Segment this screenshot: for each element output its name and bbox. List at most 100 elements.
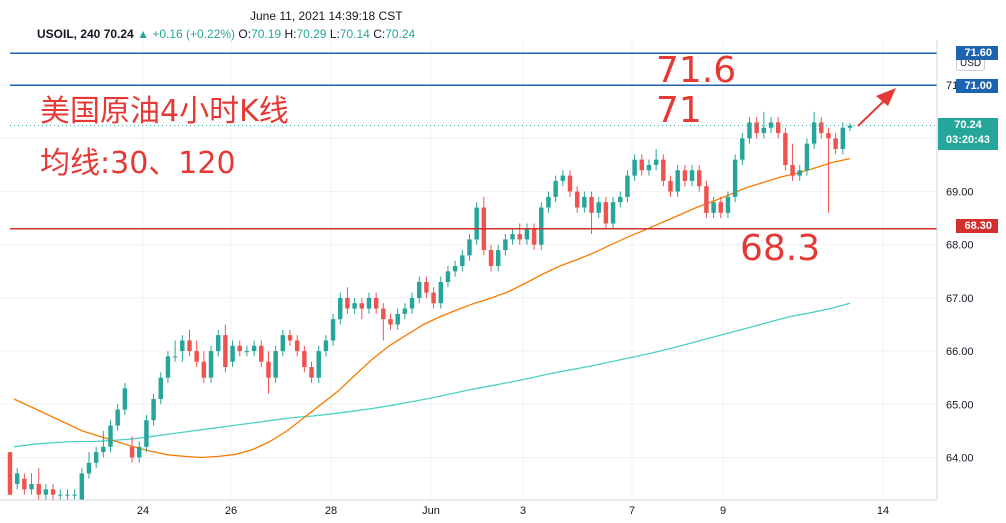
candle: [596, 196, 601, 219]
y-tick-label: 65.00: [946, 399, 974, 411]
candle: [259, 340, 264, 368]
candle: [438, 276, 443, 309]
candle: [187, 329, 192, 357]
candle: [689, 164, 695, 187]
candle: [804, 138, 810, 176]
candle: [517, 223, 522, 245]
candle: [36, 468, 41, 500]
candle: [761, 111, 767, 139]
level-annotation-71-6: 71.6: [656, 50, 737, 91]
candle: [338, 292, 343, 325]
close-label: C:: [373, 27, 386, 41]
candle: [409, 292, 415, 314]
candle: [165, 351, 171, 384]
candle: [194, 340, 199, 368]
bar-countdown: 03:20:43: [945, 134, 991, 146]
close-value: 70.24: [385, 27, 416, 41]
candle: [345, 287, 350, 314]
candle: [610, 196, 616, 229]
candle: [847, 122, 853, 131]
candle: [7, 452, 13, 495]
high-label: H:: [284, 27, 297, 41]
last-price-label: 70.24: [954, 119, 982, 131]
candle: [330, 313, 336, 346]
candle: [524, 223, 530, 245]
candle: [639, 154, 645, 176]
candle: [29, 473, 34, 495]
chart-datetime: June 11, 2021 14:39:18 CST: [250, 9, 403, 23]
candle: [653, 149, 659, 171]
candle: [223, 324, 228, 373]
open-value: 70.19: [251, 27, 282, 41]
candle: [682, 164, 688, 187]
candle: [287, 329, 293, 346]
candle: [460, 250, 465, 272]
candle: [366, 292, 372, 314]
candle: [553, 175, 558, 203]
candle: [732, 154, 738, 203]
candle: [725, 191, 731, 219]
candle: [22, 473, 27, 495]
candles: [7, 111, 853, 500]
candle: [675, 164, 680, 197]
candle: [402, 303, 408, 320]
candle: [603, 196, 609, 229]
candle: [323, 335, 329, 357]
candle: [129, 436, 135, 463]
candle: [668, 175, 673, 197]
candle: [151, 393, 156, 426]
candle: [531, 223, 537, 251]
ma120-line-group: [13, 302, 851, 448]
candle: [711, 196, 716, 219]
candle: [452, 260, 458, 277]
candle: [811, 111, 817, 150]
low-value: 70.14: [339, 27, 370, 41]
candle: [560, 170, 566, 187]
candle: [589, 191, 594, 235]
candle: [158, 372, 163, 405]
candle: [79, 468, 85, 500]
candle: [373, 292, 379, 314]
level-tag-71-00: 71.00: [956, 79, 998, 93]
open-label: O:: [238, 27, 252, 41]
x-tick-label: 28: [325, 505, 337, 517]
candle: [251, 340, 257, 357]
candle: [50, 484, 56, 500]
candle: [567, 170, 573, 197]
level-tag-71-60: 71.60: [956, 46, 998, 60]
candle: [352, 297, 357, 314]
candle: [215, 329, 221, 357]
y-tick-label: 67.00: [946, 293, 974, 305]
level-annotation-71: 71: [656, 90, 702, 131]
ma-annotation: 均线:30、120: [40, 146, 236, 181]
x-tick-label: 14: [877, 505, 889, 517]
y-tick-label: 66.00: [946, 346, 974, 358]
candle: [72, 489, 77, 500]
x-tick-label: 9: [720, 505, 726, 517]
level-annotation-68-3: 68.3: [740, 228, 821, 269]
level-tag-68-30: 68.30: [956, 219, 998, 233]
trend-arrow: [857, 88, 896, 127]
candle: [144, 414, 149, 453]
candle: [718, 196, 723, 219]
candle: [646, 159, 652, 176]
candle: [172, 340, 178, 362]
candle: [546, 191, 551, 213]
candle: [574, 186, 580, 213]
x-tick-label: Jun: [422, 505, 440, 517]
candle: [294, 335, 300, 357]
candle: [632, 154, 637, 181]
candle: [775, 117, 781, 139]
candle: [747, 117, 752, 144]
chart-title-annotation: 美国原油4小时K线: [40, 94, 289, 129]
x-tick-label: 3: [520, 505, 526, 517]
last-price-tag: 70.24 03:20:43: [938, 118, 998, 150]
ma30-line: [13, 157, 851, 459]
candle: [244, 345, 250, 357]
candle: [395, 308, 400, 330]
candle: [819, 117, 824, 139]
candle: [180, 335, 185, 362]
ma30-line-group: [13, 157, 851, 459]
candle: [101, 430, 106, 458]
